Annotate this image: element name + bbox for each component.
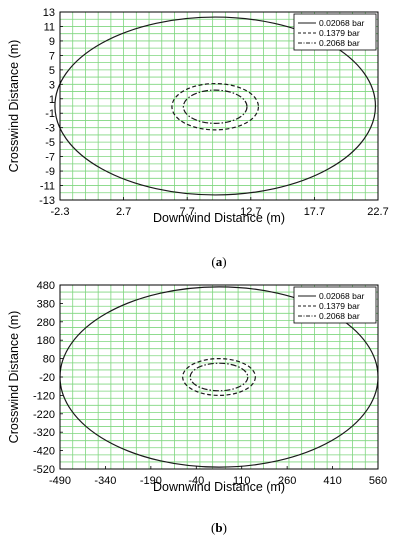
legend-entry: 0.2068 bar [319,38,360,48]
x-tick-label: -190 [140,475,162,487]
legend-entry: 0.2068 bar [319,311,360,321]
panel-b: -490 -340 -190 -40 110 260 410 560 -520 -420 -320… [7,280,387,535]
y-axis-label-a: Crosswind Distance (m) [7,40,21,173]
panel-label-b-open: ( [211,520,215,535]
legend-entry: 0.02068 bar [319,18,365,28]
x-axis-label-b: Downwind Distance (m) [153,480,285,494]
y-tick-labels-b: -520 -420 -320 -220 -120 -20 80 180 280 380 480 [33,280,63,476]
y-tick-label: -9 [45,166,55,178]
x-axis-label-a: Downwind Distance (m) [153,211,285,225]
y-tick-label: 1 [49,94,55,106]
x-tick-label: -40 [188,475,204,487]
legend-box [293,13,377,51]
y-tick-label: -11 [40,181,55,193]
y-tick-label: 5 [49,65,55,77]
contour-dashed-a [171,82,260,131]
y-tick-label: 3 [49,79,55,91]
y-tick-label: -3 [45,123,55,135]
y-tick-label: 13 [43,7,55,19]
x-tick-label: 260 [278,475,296,487]
panel-label-a-open: ( [211,254,215,269]
legend-box [293,286,377,324]
panel-label-b-letter: b [215,520,222,535]
contour-dashed-b [182,358,256,397]
y-tick-label: -520 [33,464,55,476]
y-tick-label: -320 [33,427,55,439]
y-tick-label: -120 [33,390,55,402]
contour-dashdot-a [182,89,248,124]
x-tick-label: 17.7 [304,206,325,218]
x-tick-label: -2.3 [51,206,70,218]
x-tick-labels-a: -2.3 2.7 7.7 12.7 17.7 22.7 [51,197,389,218]
x-tick-labels-b: -490 -340 -190 -40 110 260 410 560 [49,466,387,487]
y-tick-label: 11 [44,21,55,33]
x-tick-label: 410 [323,475,341,487]
legend-entry: 0.1379 bar [319,28,360,38]
panel-label-b: (b) [211,520,227,535]
y-tick-label: -7 [45,152,55,164]
legend-entry: 0.1379 bar [319,301,360,311]
curves-a [54,16,377,196]
x-tick-label: 110 [233,475,251,487]
y-tick-label: -220 [33,409,55,421]
plot-frame-a [59,11,379,201]
y-axis-label-b: Crosswind Distance (m) [7,311,21,444]
y-tick-label: 180 [37,335,55,347]
y-tick-label: -20 [39,372,55,384]
x-tick-label: 560 [369,475,387,487]
x-tick-label: 7.7 [180,206,195,218]
x-tick-label: 12.7 [240,206,261,218]
x-tick-label: -340 [94,475,116,487]
y-tick-label: -13 [39,195,55,207]
panel-label-a-letter: a [216,254,223,269]
y-tick-label: 380 [37,298,55,310]
y-tick-label: -1 [45,108,55,120]
grid-a [60,12,378,200]
x-tick-label: -490 [49,475,71,487]
y-tick-label: 80 [43,354,55,366]
y-tick-label: 9 [49,36,55,48]
panel-label-a: (a) [211,254,226,269]
panel-label-a-close: ) [222,254,226,269]
contour-dashdot-b [189,362,249,392]
y-tick-label: 480 [37,280,55,292]
contour-solid-a [54,16,377,196]
panel-a: -2.3 2.7 7.7 12.7 17.7 22.7 -13-11-9-7-5-3-11… [7,7,389,269]
x-tick-label: 2.7 [116,206,131,218]
panel-label-b-close: ) [223,520,227,535]
y-tick-label: 280 [37,317,55,329]
y-tick-label: 7 [49,50,55,62]
legend-entry: 0.02068 bar [319,291,365,301]
y-tick-label: -5 [45,137,55,149]
x-tick-label: 22.7 [367,206,388,218]
y-tick-label: -420 [33,446,55,458]
